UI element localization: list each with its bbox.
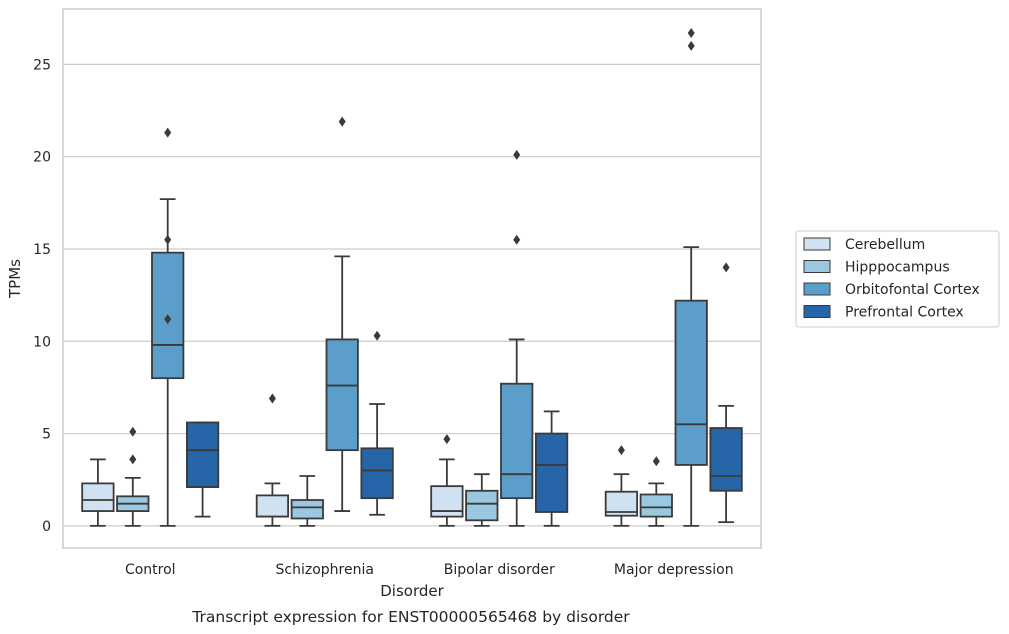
x-tick-label: Major depression <box>614 562 734 578</box>
box-2-0 <box>430 434 464 527</box>
box-2-2 <box>500 149 534 527</box>
box-iqr <box>325 338 359 452</box>
legend: Cerebellum Hipppocampus Orbitofontal Corte… <box>795 230 1000 328</box>
box-iqr <box>81 482 115 512</box>
y-tick-label: 25 <box>33 57 51 73</box>
legend-frame <box>795 230 1000 328</box>
box-3-2 <box>674 27 708 527</box>
box-3-3 <box>709 262 743 524</box>
y-tick-label: 0 <box>42 519 51 535</box>
legend-label: Orbitofontal Cortex <box>845 282 980 298</box>
outlier-point <box>268 393 276 404</box>
legend-label: Prefrontal Cortex <box>845 305 964 321</box>
outlier-point <box>164 127 172 138</box>
box-iqr <box>639 493 673 518</box>
outlier-point <box>513 234 521 245</box>
box-iqr <box>604 490 639 517</box>
y-tick-label: 15 <box>33 242 51 258</box>
box-1-0 <box>255 393 290 527</box>
box-iqr <box>185 421 220 488</box>
outlier-point <box>687 27 695 38</box>
x-axis-title: Disorder <box>380 582 444 600</box>
x-tick-label: Schizophrenia <box>276 562 374 578</box>
outlier-point <box>338 116 346 127</box>
box-iqr <box>534 432 569 513</box>
box-1-3 <box>360 330 394 516</box>
outlier-point <box>129 454 137 465</box>
outlier-point <box>164 234 172 245</box>
outlier-point <box>722 262 730 273</box>
box-iqr <box>360 447 394 500</box>
y-tick-labels: 0 5 10 15 20 25 <box>33 57 51 534</box>
x-tick-label: Bipolar disorder <box>444 562 555 578</box>
plot-area-frame <box>62 8 762 549</box>
legend-label: Hipppocampus <box>845 260 950 276</box>
box-0-1 <box>116 426 150 527</box>
y-axis-title: TPMs <box>6 259 24 299</box>
box-series-layer <box>81 27 743 527</box>
outlier-point <box>164 314 172 325</box>
box-iqr <box>255 494 290 518</box>
legend-label: Cerebellum <box>845 237 925 253</box>
box-0-2 <box>151 127 185 527</box>
outlier-point <box>129 426 137 437</box>
x-tick-label: Control <box>125 562 176 578</box>
legend-swatch <box>803 305 831 318</box>
box-iqr <box>500 382 534 500</box>
outlier-point <box>617 445 625 456</box>
legend-swatch <box>803 260 831 273</box>
box-3-0 <box>604 445 639 527</box>
outlier-point <box>687 40 695 51</box>
box-iqr <box>709 427 743 492</box>
box-0-3 <box>185 421 220 518</box>
outlier-point <box>513 149 521 160</box>
box-1-1 <box>290 475 324 527</box>
box-2-1 <box>465 473 499 527</box>
outlier-point <box>652 456 660 467</box>
outlier-point <box>373 330 381 341</box>
chart-caption: Transcript expression for ENST0000056546… <box>191 608 630 626</box>
box-2-3 <box>534 410 569 527</box>
box-3-1 <box>639 456 673 527</box>
legend-swatch <box>803 282 831 296</box>
y-tick-label: 5 <box>42 427 51 443</box>
outlier-point <box>443 434 451 445</box>
legend-items: Cerebellum Hipppocampus Orbitofontal Corte… <box>803 237 980 321</box>
y-tick-label: 10 <box>33 334 51 350</box>
box-0-0 <box>81 458 115 527</box>
box-iqr <box>674 299 708 466</box>
y-tick-label: 20 <box>33 150 51 166</box>
box-iqr <box>465 489 499 522</box>
box-1-2 <box>325 116 359 512</box>
box-iqr <box>290 499 324 520</box>
x-tick-labels: Control Schizophrenia Bipolar disorder Majo… <box>125 562 734 578</box>
legend-swatch <box>803 237 831 251</box>
box-iqr <box>430 485 464 518</box>
